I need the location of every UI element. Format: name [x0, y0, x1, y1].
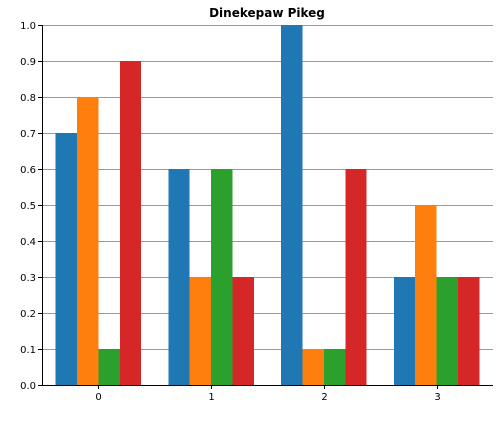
y-tick-label: 0.1 — [20, 345, 36, 356]
y-tick-label: 0.2 — [20, 309, 36, 320]
y-tick-label: 0.0 — [20, 381, 36, 392]
y-axis-ticks: 0.0 0.1 0.2 0.3 0.4 0.5 0.6 0.7 0.8 0.9 1.0 — [20, 21, 42, 392]
bar-series-2-category-3 — [436, 277, 459, 385]
bar-series-1-category-3 — [415, 205, 437, 385]
bar-series-3-category-1 — [232, 277, 254, 385]
bar-series-0-category-2 — [281, 25, 303, 385]
bar-series-0-category-0 — [55, 133, 77, 385]
bar-series-1-category-1 — [189, 277, 212, 385]
bar-series-2-category-1 — [211, 169, 233, 385]
bar-series-1-category-0 — [76, 97, 99, 385]
bar-series-3-category-3 — [458, 277, 480, 385]
x-tick-label: 1 — [208, 392, 214, 403]
y-tick-label: 0.8 — [20, 93, 36, 104]
bar-series-0-category-3 — [393, 277, 416, 385]
bar-series-2-category-2 — [323, 349, 346, 385]
axes — [42, 25, 493, 386]
bar-series-3-category-0 — [119, 61, 142, 385]
chart-title: Dinekepaw Pikeg — [209, 6, 325, 20]
x-axis-ticks: 0 1 2 3 — [95, 385, 441, 403]
x-tick-label: 0 — [95, 392, 101, 403]
bar-series-0-category-1 — [168, 169, 190, 385]
bar-series-3-category-2 — [345, 169, 367, 385]
bar-series-1-category-2 — [302, 349, 324, 385]
x-tick-label: 3 — [434, 392, 440, 403]
y-tick-label: 0.5 — [20, 201, 36, 212]
y-tick-label: 1.0 — [20, 21, 36, 32]
y-tick-label: 0.4 — [20, 237, 36, 248]
y-tick-label: 0.7 — [20, 129, 36, 140]
bar-series-2-category-0 — [98, 349, 120, 385]
y-tick-label: 0.9 — [20, 57, 36, 68]
y-tick-label: 0.3 — [20, 273, 36, 284]
y-tick-label: 0.6 — [20, 165, 36, 176]
bars — [55, 25, 480, 385]
x-tick-label: 2 — [321, 392, 327, 403]
gridlines — [42, 25, 493, 350]
